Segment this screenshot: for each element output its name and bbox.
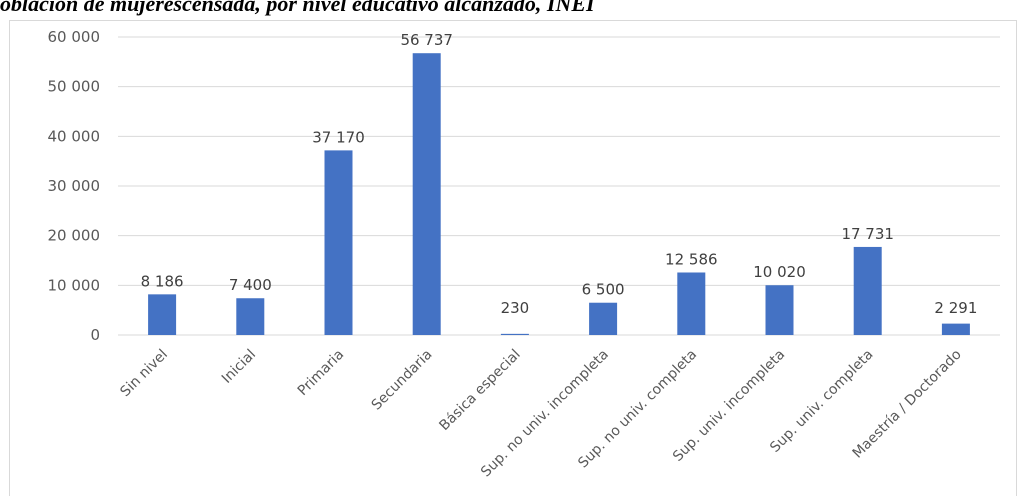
y-tick-label: 30 000: [48, 177, 101, 195]
bar: [589, 302, 618, 335]
y-tick-label: 60 000: [48, 28, 101, 46]
gridlines: [118, 36, 1000, 336]
category-label: Inicial: [219, 347, 259, 387]
data-label: 37 170: [312, 128, 365, 146]
data-label: 12 586: [665, 250, 718, 268]
y-tick-label: 0: [90, 326, 100, 344]
data-label: 7 400: [229, 276, 272, 294]
data-label: 56 737: [400, 31, 453, 49]
y-tick-label: 20 000: [48, 227, 101, 245]
chart-caption: oblación de mujerescensada, por nivel ed…: [0, 0, 595, 16]
bar: [677, 272, 706, 335]
bar: [236, 298, 265, 335]
category-label: Secundaria: [369, 347, 436, 414]
bar: [324, 150, 353, 335]
data-label: 17 731: [841, 225, 894, 243]
data-label: 2 291: [934, 299, 977, 317]
bar: [500, 333, 529, 335]
y-tick-label: 10 000: [48, 276, 101, 294]
bar: [765, 285, 794, 335]
data-labels: 8 186 7 400 37 170 56 737 230 6 500 12 586 10 0…: [141, 31, 978, 317]
data-label: 6 500: [582, 281, 625, 299]
data-label: 10 020: [753, 263, 806, 281]
bar: [412, 53, 441, 335]
bar: [941, 323, 970, 335]
data-label: 230: [501, 299, 530, 317]
bar: [853, 246, 882, 335]
y-tick-label: 40 000: [48, 127, 101, 145]
category-label: Básica especial: [436, 347, 523, 434]
category-label: Sin nivel: [117, 347, 170, 400]
chart-frame: [9, 20, 1017, 496]
data-label: 8 186: [141, 272, 184, 290]
y-tick-label: 50 000: [48, 78, 101, 96]
bars: [148, 53, 970, 335]
y-axis-ticks: 0 10 000 20 000 30 000 40 000 50 000 60 000: [48, 28, 101, 344]
category-label: Primaria: [295, 347, 348, 400]
bar: [148, 294, 177, 335]
category-labels: Sin nivel Inicial Primaria Secundaria Básica…: [117, 347, 964, 481]
